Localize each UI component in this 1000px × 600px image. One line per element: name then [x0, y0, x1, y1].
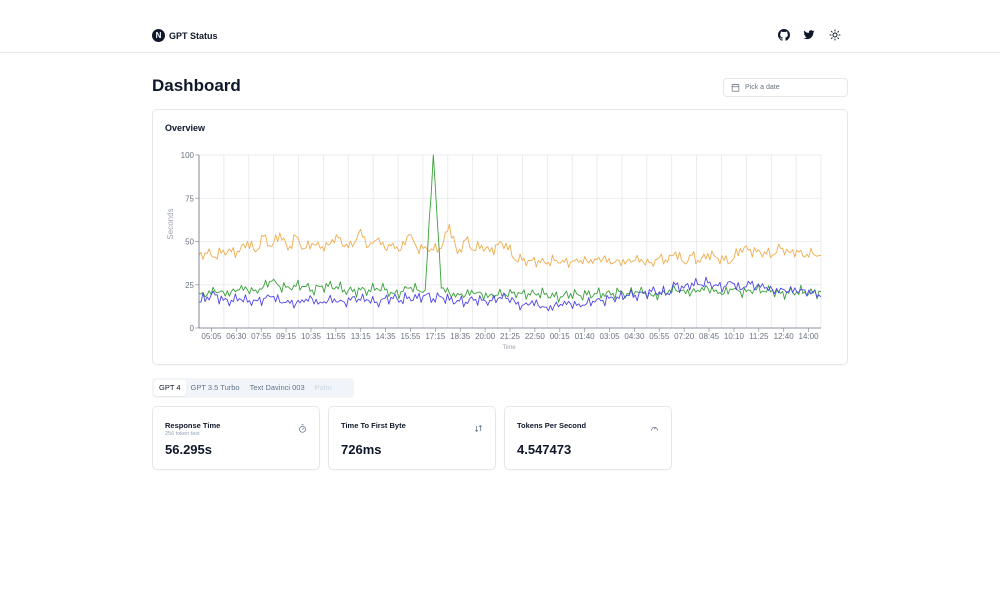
- y-tick-label: 50: [185, 238, 194, 247]
- x-tick-label: 14:35: [376, 332, 397, 341]
- x-tick-label: 22:50: [525, 332, 546, 341]
- sun-icon[interactable]: [828, 28, 842, 42]
- tab-text-davinci-003[interactable]: Text Davinci 003: [249, 383, 305, 392]
- metric-card-tokens-per-second: Tokens Per Second 4.547473: [504, 406, 672, 470]
- x-tick-label: 18:35: [450, 332, 471, 341]
- timer-icon: [299, 424, 306, 433]
- x-tick-label: 17:15: [425, 332, 446, 341]
- y-tick-label: 100: [181, 151, 195, 160]
- metric-card-response-time: Response Time 256 token test 56.295s: [152, 406, 320, 470]
- github-icon[interactable]: [777, 28, 791, 42]
- x-tick-label: 12:40: [774, 332, 795, 341]
- x-tick-label: 06:30: [226, 332, 247, 341]
- arrows-up-down-icon: [475, 425, 482, 432]
- x-tick-label: 04:30: [624, 332, 645, 341]
- metric-title: Time To First Byte: [341, 421, 406, 430]
- series-line-0: [198, 223, 822, 268]
- series-line-2: [198, 276, 822, 312]
- y-tick-label: 25: [185, 281, 194, 290]
- y-tick-label: 0: [190, 324, 195, 333]
- x-tick-label: 11:25: [749, 332, 769, 341]
- x-axis-label: Time: [502, 345, 516, 351]
- x-tick-label: 00:15: [550, 332, 571, 341]
- tab-palm: Palm: [314, 383, 332, 392]
- x-tick-label: 05:55: [649, 332, 670, 341]
- x-tick-label: 10:10: [724, 332, 745, 341]
- x-tick-label: 08:45: [699, 332, 720, 341]
- page-title: Dashboard: [152, 76, 241, 95]
- overview-title: Overview: [165, 123, 206, 133]
- y-axis-label: Seconds: [166, 208, 175, 239]
- x-tick-label: 10:35: [301, 332, 322, 341]
- x-tick-label: 07:55: [251, 332, 272, 341]
- brand-name: GPT Status: [169, 30, 218, 41]
- brand[interactable]: N GPT Status: [152, 29, 218, 42]
- series-line-1: [198, 154, 822, 303]
- twitter-icon[interactable]: [802, 28, 816, 42]
- brand-logo: N: [152, 29, 165, 42]
- x-tick-label: 14:00: [799, 332, 820, 341]
- metric-title: Tokens Per Second: [517, 421, 587, 430]
- calendar-icon: [731, 83, 740, 92]
- tab-gpt-4[interactable]: GPT 4: [154, 380, 186, 396]
- metric-value: 56.295s: [165, 442, 212, 457]
- x-tick-label: 15:55: [400, 332, 421, 341]
- date-picker-placeholder: Pick a date: [745, 84, 780, 91]
- x-tick-label: 11:55: [326, 332, 346, 341]
- x-tick-label: 21:25: [500, 332, 521, 341]
- x-tick-label: 03:05: [600, 332, 621, 341]
- model-tabs: GPT 4 GPT 3.5 Turbo Text Davinci 003 Palm: [152, 378, 354, 398]
- metric-value: 726ms: [341, 442, 382, 457]
- metric-subtitle: 256 token test: [165, 431, 200, 437]
- overview-card: Overview 0 25 50 75 100 05:05 06:30 07:55 09:15 1…: [152, 109, 848, 365]
- tab-gpt-3-5-turbo[interactable]: GPT 3.5 Turbo: [190, 383, 240, 392]
- gauge-icon: [651, 427, 658, 431]
- metric-title: Response Time: [165, 421, 221, 430]
- x-tick-label: 20:00: [475, 332, 496, 341]
- x-tick-label: 05:05: [201, 332, 222, 341]
- x-tick-label: 01:40: [575, 332, 596, 341]
- date-picker-button[interactable]: Pick a date: [723, 78, 848, 97]
- y-tick-label: 75: [185, 194, 194, 203]
- top-navbar: N GPT Status: [0, 0, 1000, 53]
- metric-card-time-to-first-byte: Time To First Byte 726ms: [328, 406, 496, 470]
- x-tick-label: 07:20: [674, 332, 695, 341]
- overview-line-chart: 0 25 50 75 100 05:05 06:30 07:55 09:15 10:35 11:55…: [166, 151, 822, 351]
- x-tick-label: 13:15: [351, 332, 372, 341]
- x-tick-label: 09:15: [276, 332, 297, 341]
- metric-value: 4.547473: [517, 442, 572, 457]
